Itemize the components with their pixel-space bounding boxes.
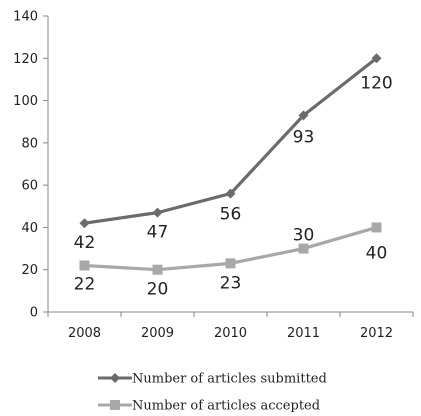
series-layer	[79, 53, 382, 275]
axes: 0 20 40 60 80 100 120 140 2008 2009 2010 2011 2012	[13, 10, 414, 341]
data-point-marker	[225, 188, 236, 199]
series-submitted	[79, 53, 382, 229]
legend-label: Number of articles submitted	[132, 372, 327, 387]
data-label: 40	[366, 243, 388, 263]
x-tick-label: 2009	[141, 326, 174, 341]
data-labels: 42 47 56 93 120 22 20 23 30 40	[74, 73, 393, 299]
x-tick-label: 2012	[360, 326, 393, 341]
data-label: 93	[293, 127, 315, 147]
legend-item-submitted: Number of articles submitted	[98, 372, 327, 387]
legend-marker	[110, 400, 120, 410]
data-point-marker	[152, 207, 163, 218]
legend-marker	[110, 373, 120, 383]
series-accepted	[79, 222, 382, 275]
y-tick-label: 100	[13, 94, 38, 109]
y-tick-label: 80	[21, 136, 38, 151]
legend-item-accepted: Number of articles accepted	[98, 399, 320, 414]
y-tick-label: 140	[13, 10, 38, 25]
data-point-marker	[152, 264, 163, 275]
data-point-marker	[371, 222, 382, 233]
data-label: 20	[147, 280, 169, 300]
y-tick-label: 0	[30, 306, 38, 321]
y-tick-label: 20	[21, 263, 38, 278]
x-tick-label: 2011	[287, 326, 320, 341]
data-point-marker	[225, 258, 236, 269]
legend-label: Number of articles accepted	[132, 399, 320, 414]
x-tick-label: 2008	[68, 326, 101, 341]
data-label: 42	[74, 233, 96, 253]
data-label: 120	[360, 73, 392, 93]
y-tick-label: 60	[21, 179, 38, 194]
data-point-marker	[371, 53, 382, 64]
data-point-marker	[79, 260, 90, 271]
data-label: 47	[147, 223, 169, 243]
data-label: 56	[220, 205, 242, 225]
data-point-marker	[298, 243, 309, 254]
data-point-marker	[79, 218, 90, 229]
data-label: 23	[220, 273, 242, 293]
x-tick-label: 2010	[214, 326, 247, 341]
data-label: 22	[74, 274, 96, 294]
y-tick-label: 40	[21, 221, 38, 236]
data-point-marker	[298, 110, 309, 121]
data-label: 30	[293, 226, 315, 246]
legend: Number of articles submitted Number of ar…	[98, 372, 327, 414]
y-tick-label: 120	[13, 52, 38, 67]
